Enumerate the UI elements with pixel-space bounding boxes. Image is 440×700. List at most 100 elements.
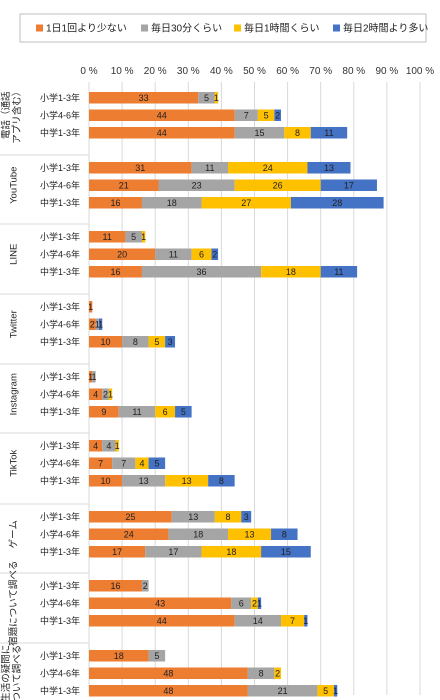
bar-segment [333,685,338,697]
data-label: 5 [264,110,269,120]
data-label: 6 [199,249,204,259]
data-label: 16 [110,267,120,277]
data-label: 15 [281,547,291,557]
data-label: 10 [101,476,111,486]
data-label: 8 [226,512,231,522]
group-label: TikTok [8,449,19,476]
bar-segment [211,248,219,260]
bar-segment [89,440,103,452]
bar-segment [89,162,192,174]
bar-segment [231,597,252,609]
data-label: 44 [157,128,167,138]
data-label: 8 [259,668,264,678]
legend-box [19,13,427,43]
data-label: 21 [278,686,288,696]
data-label: 1 [88,372,93,382]
bar-segment [89,248,156,260]
bar-segment [89,109,235,121]
category-label: 中学1-3年 [40,406,80,417]
data-label: 4 [93,389,98,399]
bar-segment [115,440,119,452]
data-label: 1 [115,441,120,451]
bar-segment [122,475,166,487]
bar-segment [89,650,149,662]
bar-segment [148,457,166,469]
category-label: 中学1-3年 [40,685,80,696]
bar-segment [125,231,142,243]
legend: 1日1回より少ない 毎日30分くらい 毎日1時間くらい 毎日2時間より多い [36,22,428,35]
category-label: 小学4-6年 [40,319,80,330]
bar-segment [89,336,123,348]
bar-segment [201,546,262,558]
data-label: 2 [275,668,280,678]
bar-segment [234,127,285,139]
bar-segment [247,685,318,697]
bar-segment [89,511,172,523]
x-tick-label: 60 % [276,66,299,77]
data-label: 1 [257,598,262,608]
bar-segment [310,127,348,139]
bar-segment [89,127,235,139]
data-label: 20 [117,249,127,259]
bar-segment [141,197,202,209]
bar-segment [228,528,272,540]
bar-segment [284,127,311,139]
data-label: 4 [139,458,144,468]
data-label: 5 [181,407,186,417]
category-label: 中学1-3年 [40,546,80,557]
bar-segment [89,406,119,418]
data-label: 16 [110,581,120,591]
data-label: 18 [193,529,203,539]
data-label: 2 [252,598,257,608]
data-label: 48 [163,686,173,696]
category-label: 小学1-3年 [40,650,80,661]
bar-segment [108,388,113,400]
data-label: 9 [101,407,106,417]
data-label: 43 [155,598,165,608]
bar-segment [261,546,311,558]
category-label: 中学1-3年 [40,615,80,626]
bar-segment [320,179,377,191]
bar-segment [214,511,242,523]
bar-segment [141,266,262,278]
bar-segment [320,266,358,278]
data-label: 4 [93,441,98,451]
bar-segment [304,615,308,627]
data-label: 14 [253,616,263,626]
bar-segment [148,336,166,348]
bar-segment [89,388,103,400]
category-label: 小学1-3年 [40,162,80,173]
bar-segment [214,92,219,104]
x-tick-label: 0 % [80,66,97,77]
bar-segment [191,248,212,260]
bar-segment [89,92,199,104]
bar-segment [148,650,166,662]
data-label: 5 [154,337,159,347]
data-label: 27 [241,198,251,208]
bar-segment [257,597,262,609]
bar-segment [89,197,142,209]
data-label: 33 [139,93,149,103]
data-label: 24 [124,529,134,539]
bar-segment [89,667,248,679]
data-label: 11 [334,267,343,277]
x-tick-label: 40 % [210,66,233,77]
data-label: 8 [219,476,224,486]
data-label: 13 [245,529,255,539]
x-tick-label: 10 % [111,66,134,77]
x-tick-label: 50 % [243,66,266,77]
category-label: 中学1-3年 [40,475,80,486]
data-label: 18 [167,198,177,208]
data-label: 28 [332,198,342,208]
group-label: 電話（通話アプリ含む） [0,87,23,144]
bar-segment [165,475,209,487]
group-label: Twitter [8,310,19,338]
data-label: 11 [324,128,333,138]
category-label: 中学1-3年 [40,336,80,347]
data-label: 2 [103,389,108,399]
bar-segment [171,511,215,523]
data-label: 11 [132,407,141,417]
category-label: 小学4-6年 [40,598,80,609]
